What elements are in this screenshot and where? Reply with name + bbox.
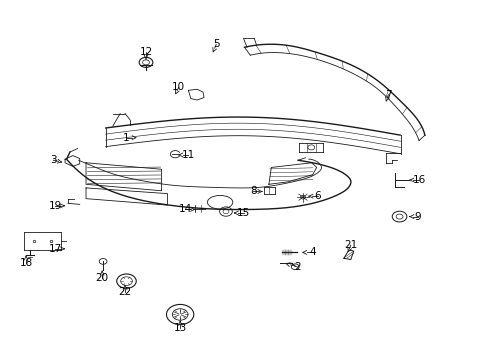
Text: 15: 15 xyxy=(236,208,250,218)
Text: 1: 1 xyxy=(123,133,129,143)
Text: 13: 13 xyxy=(173,323,186,333)
Text: 17: 17 xyxy=(49,244,62,254)
Text: 14: 14 xyxy=(178,204,191,215)
Polygon shape xyxy=(343,250,353,260)
Text: 2: 2 xyxy=(293,262,300,272)
Text: 7: 7 xyxy=(384,90,391,100)
Text: 16: 16 xyxy=(411,175,425,185)
Text: 9: 9 xyxy=(413,212,420,221)
Text: 11: 11 xyxy=(182,150,195,160)
Text: 18: 18 xyxy=(20,258,33,268)
Text: 8: 8 xyxy=(249,186,256,197)
Text: 22: 22 xyxy=(118,287,131,297)
Text: 5: 5 xyxy=(212,40,219,49)
Text: 10: 10 xyxy=(172,82,185,93)
Text: 6: 6 xyxy=(314,191,320,201)
Text: 3: 3 xyxy=(50,155,57,165)
Text: 20: 20 xyxy=(95,273,108,283)
Text: 19: 19 xyxy=(49,201,62,211)
Text: 12: 12 xyxy=(139,46,152,57)
Text: 21: 21 xyxy=(344,240,357,250)
Text: 4: 4 xyxy=(309,247,315,257)
